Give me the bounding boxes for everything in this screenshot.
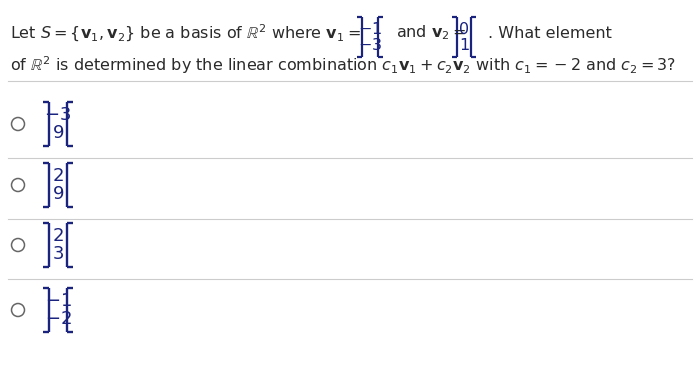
Text: of $\mathbb{R}^2$ is determined by the linear combination $c_1\mathbf{v}_1 + c_2: of $\mathbb{R}^2$ is determined by the l… [10,54,676,76]
Text: $9$: $9$ [52,124,64,142]
Text: $-3$: $-3$ [358,37,382,54]
Circle shape [11,239,25,251]
Text: $2$: $2$ [52,227,64,245]
Circle shape [11,178,25,192]
Text: $9$: $9$ [52,185,64,203]
Text: and $\mathbf{v}_2 =$: and $\mathbf{v}_2 =$ [396,24,466,42]
Text: $1$: $1$ [458,37,470,54]
Text: $-1$: $-1$ [45,292,71,310]
Text: $-3$: $-3$ [45,106,71,124]
Circle shape [11,303,25,317]
Text: . What element: . What element [488,26,612,40]
Circle shape [11,118,25,130]
Text: $0$: $0$ [458,21,470,36]
Text: $-2$: $-2$ [45,310,71,328]
Text: $-1$: $-1$ [358,21,382,36]
Text: $2$: $2$ [52,167,64,185]
Text: $3$: $3$ [52,245,64,263]
Text: Let $S = \{\mathbf{v}_1, \mathbf{v}_2\}$ be a basis of $\mathbb{R}^2$ where $\ma: Let $S = \{\mathbf{v}_1, \mathbf{v}_2\}$… [10,23,360,43]
